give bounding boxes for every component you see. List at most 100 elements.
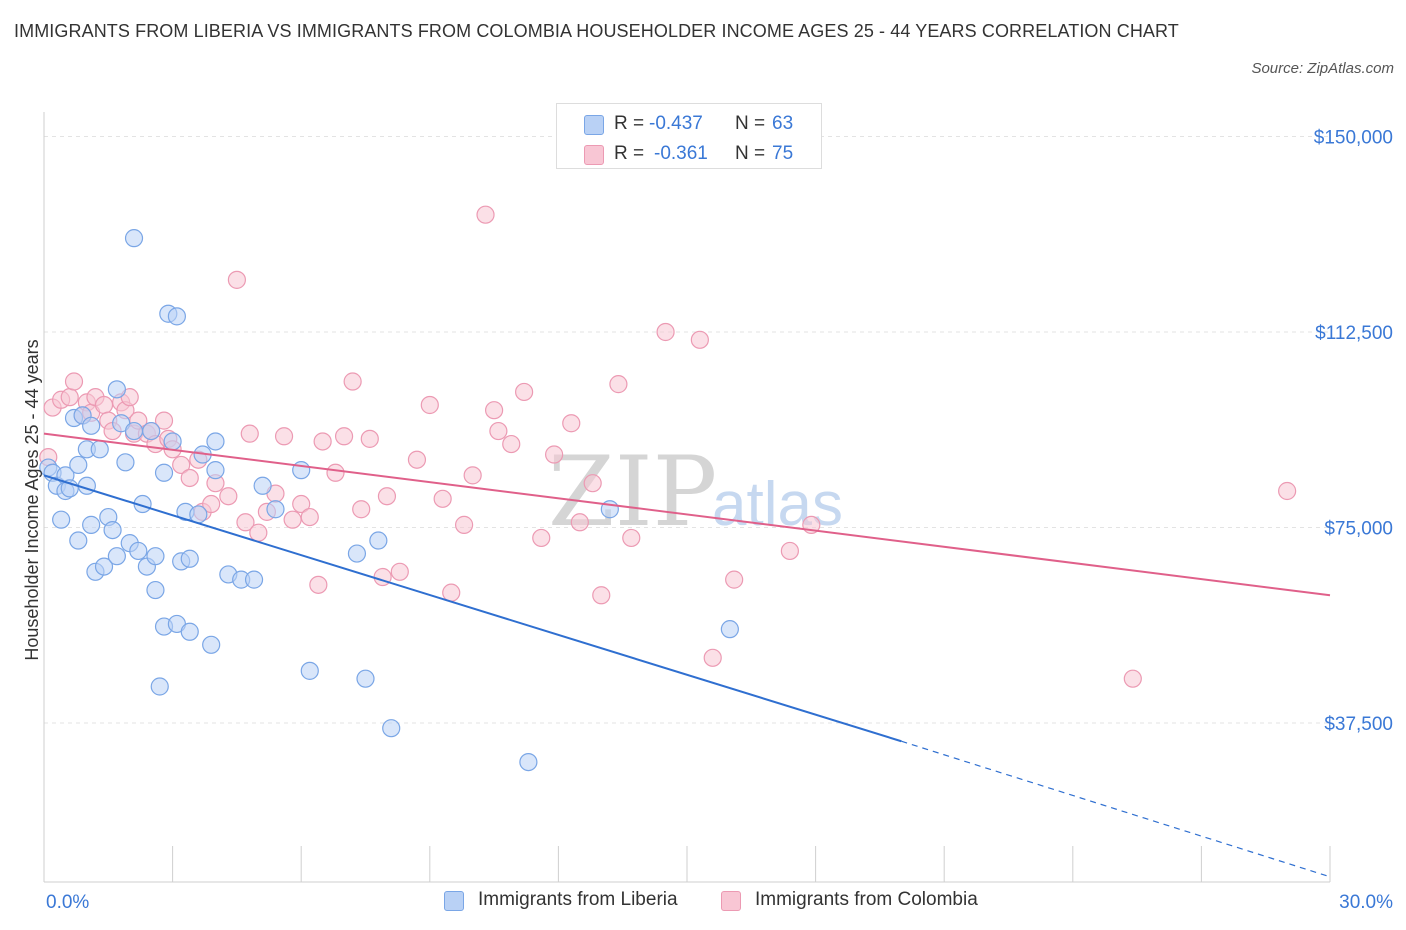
stats-legend: R = -0.437 N = 63 R = -0.361 N = 75 (556, 103, 822, 169)
colombia-n-label: N = (735, 143, 766, 164)
y-tick-label: $112,500 (1315, 323, 1393, 344)
liberia-point (82, 416, 101, 435)
colombia-point (502, 434, 521, 454)
colombia-point (249, 523, 268, 542)
liberia-point (163, 432, 182, 451)
colombia-point (202, 494, 221, 514)
colombia-point (570, 513, 589, 532)
colombia-point (227, 270, 246, 289)
colombia-point (274, 427, 294, 446)
bottom-colombia-swatch (721, 891, 741, 911)
y-tick-label: $37,500 (1324, 714, 1393, 735)
liberia-point (300, 661, 319, 680)
colombia-point (532, 528, 551, 548)
liberia-point (150, 677, 169, 696)
liberia-point (146, 547, 165, 566)
colombia-point (562, 414, 581, 433)
liberia-swatch (584, 115, 604, 135)
colombia-point (360, 429, 379, 448)
grid-lines (44, 135, 1330, 724)
colombia-point (725, 570, 744, 589)
colombia-point (656, 322, 675, 342)
colombia-point (334, 427, 354, 446)
y-axis-label: Householder Income Ages 25 - 44 years (22, 339, 42, 660)
liberia-point (202, 635, 221, 654)
liberia-point (356, 669, 375, 688)
bottom-legend-colombia: Immigrants from Colombia (721, 886, 1011, 916)
liberia-point (52, 510, 71, 529)
liberia-point (292, 461, 311, 480)
source-label: Source: ZipAtlas.com (1251, 60, 1394, 77)
liberia-point (382, 719, 401, 738)
y-tick-label: $150,000 (1314, 127, 1393, 148)
colombia-point (352, 500, 371, 519)
liberia-point (206, 461, 225, 480)
watermark-atlas: atlas (712, 470, 843, 539)
bottom-legend-liberia: Immigrants from Liberia (444, 886, 704, 916)
liberia-point (116, 453, 135, 472)
colombia-point (690, 330, 709, 349)
bottom-liberia-swatch (444, 891, 464, 911)
liberia-point (90, 440, 109, 459)
colombia-point (326, 463, 345, 482)
colombia-r-label: R = (614, 143, 645, 164)
colombia-point (309, 575, 328, 594)
colombia-point (283, 510, 302, 529)
colombia-point (622, 528, 641, 548)
liberia-trend-extension (901, 740, 1331, 878)
liberia-point (146, 580, 165, 600)
liberia-point (519, 752, 538, 772)
bottom-colombia-label: Immigrants from Colombia (755, 889, 978, 910)
liberia-point (244, 570, 264, 589)
colombia-point (390, 562, 409, 581)
colombia-point (407, 450, 427, 469)
colombia-point (454, 515, 474, 534)
liberia-point (167, 307, 186, 326)
colombia-point (1123, 669, 1142, 688)
legend-row-colombia: R = -0.361 N = 75 (557, 139, 821, 169)
liberia-point (129, 541, 148, 561)
colombia-point (292, 494, 311, 514)
colombia-point (420, 395, 439, 415)
liberia-point (107, 380, 126, 399)
colombia-point (463, 466, 482, 485)
liberia-r-label: R = (614, 113, 645, 134)
liberia-trend-line (43, 474, 902, 743)
colombia-point (60, 388, 79, 407)
colombia-point (780, 541, 799, 561)
liberia-point (369, 531, 388, 550)
liberia-point (206, 432, 225, 451)
liberia-point (69, 455, 88, 475)
trend-lines (43, 432, 1331, 878)
colombia-r-value: -0.361 (654, 143, 708, 164)
liberia-point (124, 421, 144, 441)
y-tick-labels: $37,500 $75,000 $112,500 $150,000 (1314, 127, 1393, 735)
colombia-point (219, 487, 238, 506)
colombia-point (343, 372, 362, 391)
liberia-point (347, 544, 367, 563)
chart-title: IMMIGRANTS FROM LIBERIA VS IMMIGRANTS FR… (14, 21, 1179, 41)
bottom-liberia-label: Immigrants from Liberia (478, 889, 678, 910)
colombia-point (442, 583, 461, 602)
colombia-point (313, 432, 332, 451)
liberia-point (154, 463, 174, 482)
x-tick-label: 30.0% (1339, 892, 1393, 913)
colombia-point (545, 445, 564, 464)
colombia-point (433, 489, 452, 508)
colombia-point (583, 474, 602, 493)
colombia-point (377, 487, 397, 506)
colombia-point (592, 586, 611, 605)
colombia-point (94, 395, 114, 415)
colombia-point (240, 424, 259, 443)
liberia-point (107, 547, 126, 566)
liberia-point (94, 557, 114, 576)
liberia-r-value: -0.437 (649, 113, 703, 134)
x-tick-label: 0.0% (46, 892, 89, 913)
colombia-point (703, 648, 722, 667)
x-tick-labels: 0.0% 30.0% (46, 892, 1393, 913)
colombia-point (1278, 481, 1297, 501)
liberia-n-value: 63 (772, 113, 794, 134)
liberia-point (720, 620, 739, 639)
colombia-point (515, 382, 534, 402)
